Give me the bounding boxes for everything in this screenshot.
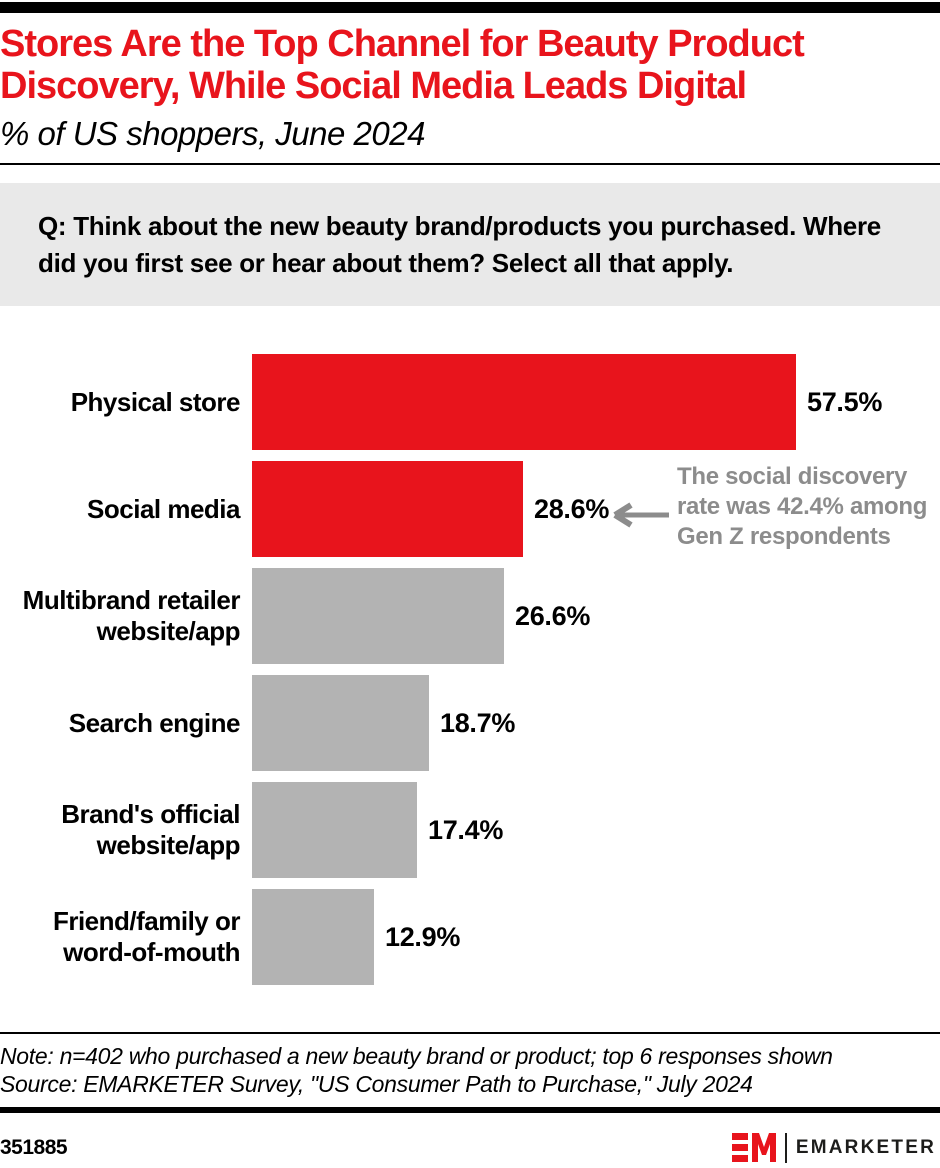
note-text: Note: n=402 who purchased a new beauty b… — [0, 1043, 833, 1069]
footnote-divider — [0, 1032, 940, 1034]
bar-multibrand-retailer — [252, 568, 504, 664]
arrow-left-icon — [613, 502, 669, 528]
category-label: Search engine — [68, 707, 241, 738]
footer-divider — [0, 1107, 940, 1113]
value-label: 57.5% — [807, 386, 883, 417]
category-label: Social media — [87, 493, 240, 524]
header-divider — [0, 163, 940, 165]
category-label: Brand's official website/app — [61, 799, 240, 860]
bar-brand-official — [252, 782, 417, 878]
bar-row-multibrand-retailer: Multibrand retailer website/app 26.6% — [0, 568, 940, 664]
bar-physical-store — [252, 354, 796, 450]
bar-chart: Physical store 57.5% Social media 28.6% … — [0, 354, 940, 985]
category-label: Friend/family or word-of-mouth — [52, 906, 241, 967]
bar-row-brand-official: Brand's official website/app 17.4% — [0, 782, 940, 878]
bar-row-social-media: Social media 28.6% — [0, 461, 940, 557]
value-label: 28.6% — [534, 493, 610, 524]
bar-row-physical-store: Physical store 57.5% — [0, 354, 940, 450]
em-monogram-icon — [731, 1133, 776, 1162]
header: Stores Are the Top Channel for Beauty Pr… — [0, 13, 940, 153]
page-title: Stores Are the Top Channel for Beauty Pr… — [0, 23, 805, 107]
category-label: Multibrand retailer website/app — [22, 585, 241, 646]
value-label: 26.6% — [515, 600, 591, 631]
bar-row-friend-family: Friend/family or word-of-mouth 12.9% — [0, 889, 940, 985]
top-black-bar — [0, 2, 940, 13]
source-text: Source: EMARKETER Survey, "US Consumer P… — [0, 1071, 753, 1097]
bar-row-search-engine: Search engine 18.7% — [0, 675, 940, 771]
emarketer-logo: EMARKETER — [731, 1132, 936, 1163]
survey-question-text: Q: Think about the new beauty brand/prod… — [38, 211, 881, 278]
gen-z-annotation: The social discovery rate was 42.4% amon… — [677, 463, 928, 550]
bar-social-media — [252, 461, 523, 557]
bar-search-engine — [252, 675, 429, 771]
value-label: 12.9% — [385, 921, 461, 952]
page-subtitle: % of US shoppers, June 2024 — [0, 115, 425, 152]
value-label: 18.7% — [440, 707, 516, 738]
brand-wordmark: EMARKETER — [795, 1136, 936, 1158]
survey-question-box: Q: Think about the new beauty brand/prod… — [0, 183, 940, 306]
logo-divider — [784, 1132, 787, 1163]
category-label: Physical store — [70, 386, 241, 417]
bar-friend-family — [252, 889, 374, 985]
value-label: 17.4% — [428, 814, 504, 845]
chart-id: 351885 — [0, 1135, 68, 1159]
footer: 351885 EMARKETER — [0, 1127, 940, 1168]
footnotes: Note: n=402 who purchased a new beauty b… — [0, 1034, 940, 1107]
